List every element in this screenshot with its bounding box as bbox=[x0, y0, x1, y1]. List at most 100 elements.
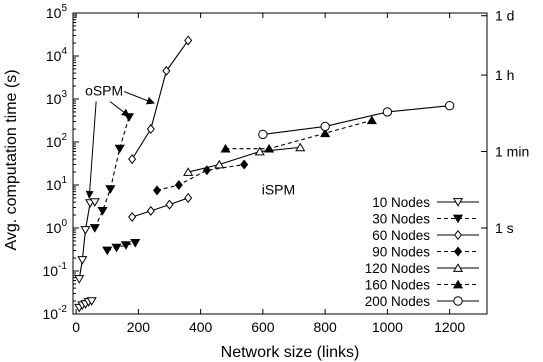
data-point bbox=[202, 165, 211, 176]
data-point bbox=[89, 198, 100, 207]
x-tick-label: 0 bbox=[72, 319, 80, 335]
legend-marker bbox=[452, 214, 464, 224]
legend-label: 90 Nodes bbox=[372, 245, 430, 260]
data-point bbox=[128, 154, 137, 165]
annotations: oSPM iSPM bbox=[85, 83, 295, 199]
data-point bbox=[89, 224, 100, 233]
y-tick-label: 100 bbox=[46, 218, 68, 236]
series-9 bbox=[128, 192, 193, 223]
data-point bbox=[123, 113, 135, 122]
data-point bbox=[114, 144, 125, 154]
data-point bbox=[184, 35, 193, 46]
legend-marker bbox=[452, 263, 464, 272]
series-line bbox=[225, 119, 372, 150]
annotation-arrow bbox=[109, 101, 130, 117]
legend-item: 90 Nodes bbox=[372, 245, 479, 260]
series-1 bbox=[89, 113, 135, 233]
legend-marker bbox=[452, 198, 464, 207]
x-tick-label: 200 bbox=[127, 319, 151, 335]
data-point bbox=[240, 159, 249, 170]
legend-label: 120 Nodes bbox=[365, 261, 431, 276]
data-point bbox=[258, 129, 268, 140]
x-tick-label: 1000 bbox=[372, 319, 403, 335]
y-tick-label: 105 bbox=[46, 3, 68, 21]
series-line bbox=[262, 105, 450, 135]
annotation-arrow bbox=[85, 101, 97, 199]
legend-marker bbox=[453, 229, 463, 241]
legend-item: 120 Nodes bbox=[365, 261, 479, 276]
series-4 bbox=[183, 142, 306, 176]
plot-border bbox=[72, 12, 488, 315]
data-point bbox=[102, 246, 113, 256]
data-point bbox=[174, 179, 183, 191]
series-2 bbox=[128, 35, 193, 165]
series-7 bbox=[74, 297, 97, 313]
data-point bbox=[153, 185, 162, 196]
annotation-label: iSPM bbox=[262, 182, 295, 198]
series-layer bbox=[74, 35, 455, 313]
y-tick-label: 10-2 bbox=[43, 304, 68, 322]
data-point bbox=[111, 243, 122, 253]
data-point bbox=[146, 205, 155, 216]
y-tick-label: 10-1 bbox=[43, 261, 68, 279]
y-axis-label: Avg. computation time (s) bbox=[3, 69, 20, 250]
legend-label: 160 Nodes bbox=[365, 278, 431, 293]
data-point bbox=[444, 100, 455, 111]
series-line bbox=[188, 146, 301, 173]
data-point bbox=[86, 297, 97, 306]
y-tick-label: 102 bbox=[46, 132, 68, 150]
data-point bbox=[320, 121, 330, 132]
y-tick-label: 103 bbox=[46, 89, 68, 107]
data-point bbox=[183, 167, 194, 176]
legend-marker bbox=[453, 246, 463, 257]
data-point bbox=[128, 212, 137, 223]
axes-ticks: 0 200 400 600 800 1000 1200 10-2 10-1 100 101 102 10… bbox=[43, 3, 530, 335]
data-point bbox=[120, 241, 131, 250]
x-tick-label: 600 bbox=[251, 319, 275, 335]
series-line bbox=[107, 242, 136, 252]
series-line bbox=[156, 163, 245, 191]
data-point bbox=[146, 124, 155, 135]
data-point bbox=[254, 146, 265, 156]
series-line bbox=[78, 201, 95, 280]
data-point bbox=[97, 207, 108, 216]
y-tick-label: 101 bbox=[46, 175, 68, 193]
legend-label: 10 Nodes bbox=[372, 195, 430, 210]
data-point bbox=[184, 192, 193, 203]
series-5 bbox=[220, 115, 377, 153]
legend-marker bbox=[452, 279, 464, 289]
right-tick-label: 1 h bbox=[495, 67, 514, 83]
legend-label: 200 Nodes bbox=[365, 294, 431, 309]
legend-label: 60 Nodes bbox=[372, 228, 430, 243]
data-point bbox=[214, 159, 225, 169]
x-tick-label: 400 bbox=[189, 319, 213, 335]
annotation-arrow bbox=[123, 91, 155, 105]
legend-item: 30 Nodes bbox=[372, 212, 479, 227]
data-point bbox=[382, 107, 393, 117]
series-8 bbox=[102, 239, 141, 256]
right-tick-label: 1 d bbox=[495, 8, 514, 24]
series-6 bbox=[258, 100, 455, 140]
data-point bbox=[77, 256, 88, 265]
right-tick-label: 1 s bbox=[495, 220, 514, 236]
legend-marker bbox=[453, 296, 463, 306]
series-0 bbox=[74, 198, 100, 284]
y-tick-label: 104 bbox=[46, 46, 68, 64]
data-point bbox=[130, 239, 141, 248]
series-3 bbox=[153, 159, 249, 196]
series-line bbox=[131, 197, 189, 218]
series-line bbox=[94, 116, 130, 229]
legend-item: 10 Nodes bbox=[372, 195, 479, 210]
right-tick-label: 1 min bbox=[495, 144, 529, 160]
data-point bbox=[80, 226, 91, 235]
data-point bbox=[165, 199, 174, 210]
plot-area bbox=[72, 12, 488, 315]
data-point bbox=[220, 143, 231, 153]
data-point bbox=[105, 185, 116, 194]
series-line bbox=[131, 40, 189, 160]
x-tick-label: 800 bbox=[313, 319, 337, 335]
legend-item: 60 Nodes bbox=[372, 228, 479, 243]
data-point bbox=[74, 275, 85, 284]
